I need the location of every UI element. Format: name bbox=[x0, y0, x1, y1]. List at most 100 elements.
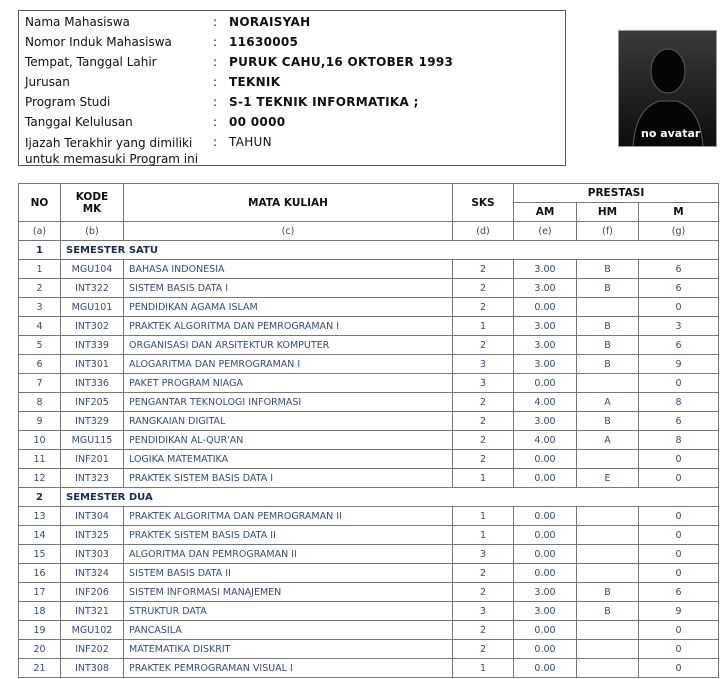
sks: 3 bbox=[452, 601, 514, 621]
row-no: 19 bbox=[18, 620, 61, 640]
mata-kuliah: PENDIDIKAN AGAMA ISLAM bbox=[123, 297, 453, 317]
kode-mk: INT304 bbox=[60, 506, 124, 526]
course-row: 6 INT301 ALOGARITMA DAN PEMROGRAMAN I 3 3.00… bbox=[18, 354, 719, 374]
hm bbox=[576, 525, 639, 545]
header-am: AM bbox=[513, 202, 577, 222]
info-separator: : bbox=[213, 35, 218, 49]
semester-name: SEMESTER SATU bbox=[60, 240, 719, 260]
mata-kuliah: PRAKTEK SISTEM BASIS DATA I bbox=[123, 468, 453, 488]
m: 6 bbox=[638, 278, 719, 298]
mata-kuliah: PRAKTEK ALGORITMA DAN PEMROGRAMAN II bbox=[123, 506, 453, 526]
course-row: 11 INF201 LOGIKA MATEMATIKA 2 0.00 0 bbox=[18, 449, 719, 469]
row-no: 1 bbox=[18, 259, 61, 279]
info-value: TAHUN bbox=[229, 135, 272, 149]
kode-mk: INF201 bbox=[60, 449, 124, 469]
am: 4.00 bbox=[513, 392, 577, 412]
am: 0.00 bbox=[513, 506, 577, 526]
hm bbox=[576, 544, 639, 564]
kode-mk: INT324 bbox=[60, 563, 124, 583]
hm bbox=[576, 373, 639, 393]
m: 6 bbox=[638, 335, 719, 355]
semester-row: 1 SEMESTER SATU bbox=[18, 240, 719, 260]
info-label: Tempat, Tanggal Lahir bbox=[25, 55, 157, 69]
semester-name: SEMESTER DUA bbox=[60, 487, 719, 507]
column-letter: (c) bbox=[123, 221, 453, 241]
row-no: 2 bbox=[18, 278, 61, 298]
hm: A bbox=[576, 392, 639, 412]
m: 0 bbox=[638, 373, 719, 393]
sks: 1 bbox=[452, 468, 514, 488]
mata-kuliah: MATEMATIKA DISKRIT bbox=[123, 639, 453, 659]
am: 0.00 bbox=[513, 563, 577, 583]
kode-mk: INF202 bbox=[60, 639, 124, 659]
sks: 3 bbox=[452, 544, 514, 564]
sks: 2 bbox=[452, 411, 514, 431]
sks: 3 bbox=[452, 354, 514, 374]
am: 3.00 bbox=[513, 354, 577, 374]
course-row: 8 INF205 PENGANTAR TEKNOLOGI INFORMASI 2 4.0… bbox=[18, 392, 719, 412]
kode-mk: INT325 bbox=[60, 525, 124, 545]
header-kode-line: MK bbox=[82, 202, 102, 215]
info-value: 11630005 bbox=[229, 35, 299, 49]
info-value: S-1 TEKNIK INFORMATIKA ; bbox=[229, 95, 419, 109]
header-kode-line: KODE bbox=[75, 190, 109, 203]
am: 0.00 bbox=[513, 449, 577, 469]
m: 0 bbox=[638, 544, 719, 564]
course-row: 2 INT322 SISTEM BASIS DATA I 2 3.00 B 6 bbox=[18, 278, 719, 298]
hm bbox=[576, 506, 639, 526]
course-row: 15 INT303 ALGORITMA DAN PEMROGRAMAN II 3 0.0… bbox=[18, 544, 719, 564]
am: 0.00 bbox=[513, 639, 577, 659]
info-label: Nomor Induk Mahasiswa bbox=[25, 35, 172, 49]
am: 3.00 bbox=[513, 316, 577, 336]
hm bbox=[576, 297, 639, 317]
info-label-line: Ijazah Terakhir yang dimiliki bbox=[25, 136, 193, 150]
m: 0 bbox=[638, 297, 719, 317]
hm: A bbox=[576, 430, 639, 450]
kode-mk: MGU115 bbox=[60, 430, 124, 450]
hm bbox=[576, 658, 639, 678]
row-no: 17 bbox=[18, 582, 61, 602]
sks: 2 bbox=[452, 449, 514, 469]
am: 4.00 bbox=[513, 430, 577, 450]
course-row: 9 INT329 RANGKAIAN DIGITAL 2 3.00 B 6 bbox=[18, 411, 719, 431]
row-no: 5 bbox=[18, 335, 61, 355]
mata-kuliah: PENGANTAR TEKNOLOGI INFORMASI bbox=[123, 392, 453, 412]
avatar-text: no avatar bbox=[641, 127, 701, 140]
mata-kuliah: PENDIDIKAN AL-QUR'AN bbox=[123, 430, 453, 450]
header-m: M bbox=[638, 202, 719, 222]
sks: 2 bbox=[452, 335, 514, 355]
row-no: 8 bbox=[18, 392, 61, 412]
kode-mk: MGU101 bbox=[60, 297, 124, 317]
course-row: 5 INT339 ORGANISASI DAN ARSITEKTUR KOMPUTE… bbox=[18, 335, 719, 355]
course-row: 4 INT302 PRAKTEK ALGORITMA DAN PEMROGRAMAN… bbox=[18, 316, 719, 336]
hm: B bbox=[576, 335, 639, 355]
mata-kuliah: PRAKTEK PEMROGRAMAN VISUAL I bbox=[123, 658, 453, 678]
row-no: 6 bbox=[18, 354, 61, 374]
sks: 1 bbox=[452, 316, 514, 336]
course-row: 18 INT321 STRUKTUR DATA 3 3.00 B 9 bbox=[18, 601, 719, 621]
course-row: 7 INT336 PAKET PROGRAM NIAGA 3 0.00 0 bbox=[18, 373, 719, 393]
column-letter: (a) bbox=[18, 221, 61, 241]
sks: 2 bbox=[452, 259, 514, 279]
column-letter: (e) bbox=[513, 221, 577, 241]
course-row: 1 MGU104 BAHASA INDONESIA 2 3.00 B 6 bbox=[18, 259, 719, 279]
sks: 2 bbox=[452, 620, 514, 640]
row-no: 18 bbox=[18, 601, 61, 621]
am: 0.00 bbox=[513, 658, 577, 678]
kode-mk: INT308 bbox=[60, 658, 124, 678]
mata-kuliah: ALOGARITMA DAN PEMROGRAMAN I bbox=[123, 354, 453, 374]
info-label: Ijazah Terakhir yang dimiliki untuk memas… bbox=[25, 135, 210, 167]
info-separator: : bbox=[213, 15, 218, 29]
row-no: 11 bbox=[18, 449, 61, 469]
course-row: 13 INT304 PRAKTEK ALGORITMA DAN PEMROGRAMA… bbox=[18, 506, 719, 526]
kode-mk: INT322 bbox=[60, 278, 124, 298]
grades-table: NO KODE MK MATA KULIAH SKS PRESTASI AM HM… bbox=[18, 183, 719, 678]
m: 9 bbox=[638, 601, 719, 621]
am: 3.00 bbox=[513, 259, 577, 279]
column-letter: (d) bbox=[452, 221, 514, 241]
am: 3.00 bbox=[513, 411, 577, 431]
sks: 2 bbox=[452, 563, 514, 583]
hm: B bbox=[576, 259, 639, 279]
info-value: NORAISYAH bbox=[229, 15, 311, 29]
hm: B bbox=[576, 278, 639, 298]
